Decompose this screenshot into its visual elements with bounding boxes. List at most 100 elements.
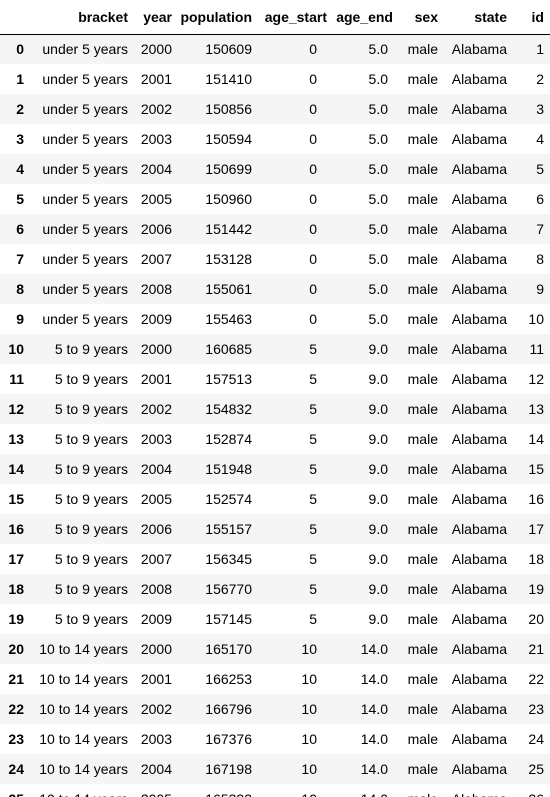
cell-age-end: 14.0 <box>360 731 388 747</box>
cell-population: 167198 <box>205 761 252 777</box>
cell-bracket: 5 to 9 years <box>54 611 128 627</box>
cell-age-start: 10 <box>301 701 317 717</box>
cell-age-start: 0 <box>309 311 317 327</box>
cell-state: Alabama <box>451 161 507 177</box>
cell-population: 165322 <box>177 784 257 797</box>
column-header-age-end: age_end <box>331 0 398 35</box>
cell-state: Alabama <box>451 671 507 687</box>
cell-age-start: 5 <box>309 431 317 447</box>
cell-state: Alabama <box>451 611 507 627</box>
cell-age-start: 10 <box>301 731 317 747</box>
cell-population: 150856 <box>205 101 252 117</box>
cell-state: Alabama <box>443 784 512 797</box>
cell-state: Alabama <box>451 251 507 267</box>
cell-state: Alabama <box>451 41 507 58</box>
row-index: 7 <box>16 251 24 267</box>
cell-population: 157145 <box>205 611 252 627</box>
cell-id: 15 <box>528 461 544 477</box>
cell-age-end: 5.0 <box>368 311 388 327</box>
cell-sex: male <box>407 671 438 687</box>
cell-age-start: 5 <box>309 461 317 477</box>
cell-population: 150960 <box>205 191 252 207</box>
cell-year: 2002 <box>140 101 172 117</box>
cell-state: Alabama <box>451 461 507 477</box>
cell-population: 160685 <box>205 341 252 357</box>
cell-bracket: under 5 years <box>42 131 128 147</box>
cell-age-end: 9.0 <box>368 521 388 537</box>
cell-sex: male <box>407 221 438 237</box>
cell-sex: male <box>407 131 438 147</box>
cell-state: Alabama <box>451 341 507 357</box>
table-row: 14 5 to 9 years 2004 151948 5 9.0 male Alabama 1… <box>0 454 550 484</box>
cell-id: 22 <box>528 671 544 687</box>
row-index: 24 <box>8 761 24 777</box>
column-header-population: population <box>177 0 257 35</box>
header-row: bracket year population age_start age_en… <box>0 0 550 35</box>
cell-id: 4 <box>536 131 544 147</box>
cell-year: 2003 <box>140 431 172 447</box>
cell-bracket: under 5 years <box>42 161 128 177</box>
cell-year: 2006 <box>140 521 172 537</box>
cell-id: 2 <box>536 71 544 87</box>
row-index: 13 <box>8 431 24 447</box>
cell-year: 2005 <box>140 191 172 207</box>
cell-year: 2004 <box>140 161 172 177</box>
cell-id: 25 <box>528 761 544 777</box>
cell-id: 14 <box>528 431 544 447</box>
row-index: 16 <box>8 521 24 537</box>
table-row: 24 10 to 14 years 2004 167198 10 14.0 male Alab… <box>0 754 550 784</box>
cell-population: 166253 <box>205 671 252 687</box>
cell-id: 13 <box>528 401 544 417</box>
column-header-age-start: age_start <box>257 0 331 35</box>
cell-bracket: 5 to 9 years <box>54 371 128 387</box>
table-row: 19 5 to 9 years 2009 157145 5 9.0 male Alabama 2… <box>0 604 550 634</box>
table-row: 0 under 5 years 2000 150609 0 5.0 male Alabama 1 <box>0 34 550 64</box>
table-row: 18 5 to 9 years 2008 156770 5 9.0 male Alabama 1… <box>0 574 550 604</box>
cell-sex: male <box>407 71 438 87</box>
cell-id: 9 <box>536 281 544 297</box>
cell-age-start: 5 <box>309 611 317 627</box>
cell-sex: male <box>407 521 438 537</box>
cell-id: 10 <box>528 311 544 327</box>
row-index: 20 <box>8 641 24 657</box>
row-index: 14 <box>8 461 24 477</box>
column-header-sex: sex <box>398 0 443 35</box>
cell-population: 156345 <box>205 551 252 567</box>
cell-age-end: 9.0 <box>368 611 388 627</box>
table-row: 5 under 5 years 2005 150960 0 5.0 male Alabama 6 <box>0 184 550 214</box>
cell-sex: male <box>407 401 438 417</box>
cell-year: 2003 <box>140 731 172 747</box>
cell-year: 2000 <box>140 341 172 357</box>
cell-year: 2006 <box>140 221 172 237</box>
cell-state: Alabama <box>451 701 507 717</box>
cell-age-start: 0 <box>309 221 317 237</box>
cell-age-end: 14.0 <box>360 641 388 657</box>
table-row: 1 under 5 years 2001 151410 0 5.0 male Alabama 2 <box>0 64 550 94</box>
cell-age-end: 5.0 <box>368 161 388 177</box>
cell-year: 2009 <box>140 311 172 327</box>
cell-id: 16 <box>528 491 544 507</box>
cell-id: 8 <box>536 251 544 267</box>
cell-age-start: 0 <box>309 41 317 58</box>
cell-age-start: 10 <box>301 641 317 657</box>
cell-sex: male <box>407 761 438 777</box>
row-index: 10 <box>8 341 24 357</box>
table-row: 16 5 to 9 years 2006 155157 5 9.0 male Alabama 1… <box>0 514 550 544</box>
cell-bracket: 5 to 9 years <box>54 341 128 357</box>
cell-age-start: 0 <box>309 251 317 267</box>
cell-bracket: 5 to 9 years <box>54 431 128 447</box>
row-index: 5 <box>16 191 24 207</box>
row-index: 12 <box>8 401 24 417</box>
cell-year: 2003 <box>140 131 172 147</box>
cell-age-end: 5.0 <box>368 221 388 237</box>
cell-state: Alabama <box>451 191 507 207</box>
cell-year: 2005 <box>132 784 177 797</box>
table-row: 3 under 5 years 2003 150594 0 5.0 male Alabama 4 <box>0 124 550 154</box>
cell-sex: male <box>407 371 438 387</box>
row-index: 3 <box>16 131 24 147</box>
cell-bracket: under 5 years <box>42 191 128 207</box>
cell-age-start: 0 <box>309 131 317 147</box>
cell-bracket: 10 to 14 years <box>39 641 128 657</box>
table-row: 21 10 to 14 years 2001 166253 10 14.0 male Alab… <box>0 664 550 694</box>
